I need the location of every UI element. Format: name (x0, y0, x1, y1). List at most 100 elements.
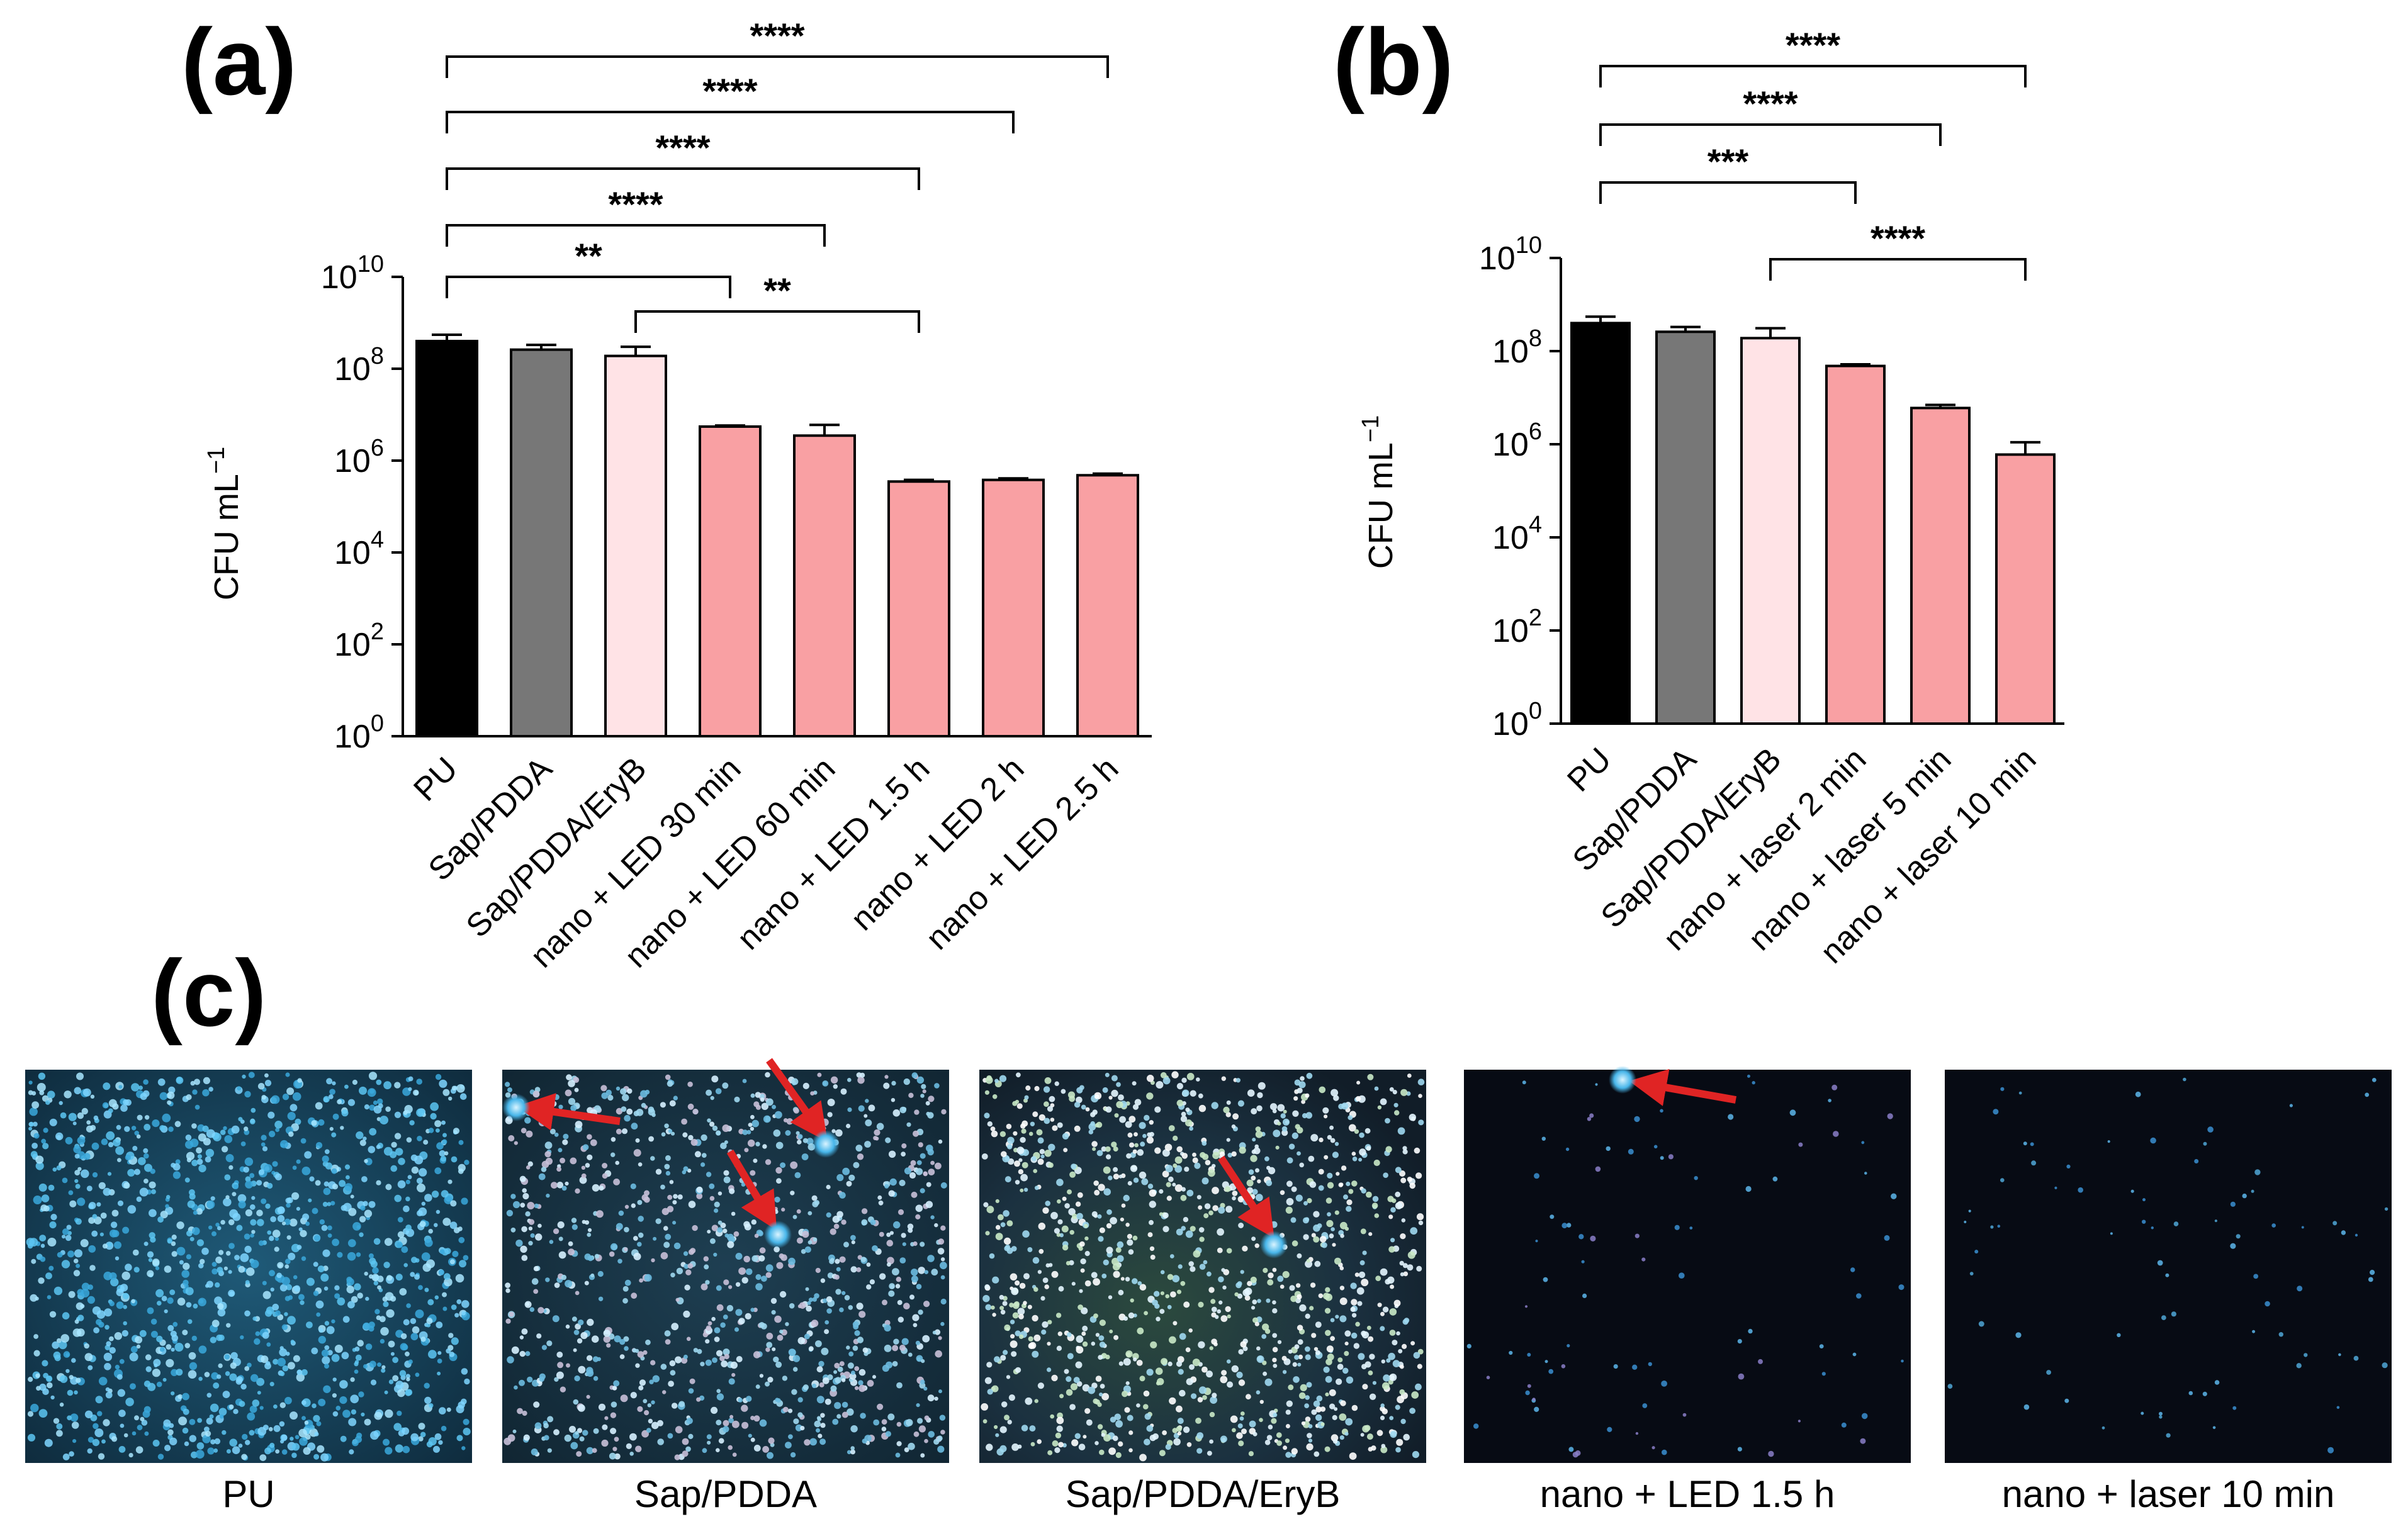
micrograph-sap-pdda-eryb (979, 1070, 1426, 1463)
chart-b-ytick-label: 100 (1492, 698, 1542, 742)
chart-b-significance-bracket: *** (1599, 142, 1857, 204)
chart-b-error-bar (1585, 315, 1616, 323)
caption-pu: PU (222, 1473, 274, 1515)
micrograph-nano-led (1464, 1070, 1911, 1463)
micrograph-nano-laser-background (1945, 1070, 2392, 1463)
chart-a-error-bar (432, 333, 462, 342)
chart-a: 100 102 104 106 108 1010 PUSap/PDDASap/PDDA/E… (203, 16, 1152, 975)
arrows (516, 1058, 1737, 1239)
chart-b-bar (1825, 364, 1886, 725)
chart-b-bar (1910, 406, 1971, 725)
chart-a-significance-label: **** (655, 128, 710, 167)
caption-sap-pdda: Sap/PDDA (634, 1473, 817, 1515)
chart-b-bar (1740, 337, 1801, 725)
chart-b-ytick-label: 102 (1492, 605, 1542, 649)
chart-b-category-label: PU (1560, 741, 1618, 798)
chart-b: 100 102 104 106 108 1010 PUSap/PDDASap/PDDA/E… (1358, 25, 2064, 970)
chart-b-ytick-label: 108 (1492, 325, 1542, 370)
chart-b-error-bar (1670, 325, 1701, 332)
chart-b-bar (1655, 330, 1716, 725)
micrograph-sap-pdda-eryb-cells (981, 1071, 1425, 1462)
chart-a-axes (402, 277, 1152, 737)
chart-a-ylabel: CFU mL−1 (203, 447, 245, 600)
chart-b-error-bar (2010, 440, 2040, 455)
chart-b-ytick-label: 106 (1492, 418, 1542, 463)
chart-a-ticks: 100 102 104 106 108 1010 (321, 251, 403, 755)
chart-a-significance-bracket: **** (446, 128, 920, 190)
chart-a-errors (432, 333, 1123, 482)
chart-a-significance-label: ** (763, 271, 791, 310)
caption-sap-pdda-eryb: Sap/PDDA/EryB (1066, 1473, 1341, 1515)
chart-b-error-bar (1755, 327, 1786, 339)
panel-label-a: (a) (181, 9, 296, 115)
chart-b-significance-label: **** (1786, 25, 1840, 65)
chart-b-significance-label: **** (1743, 84, 1798, 123)
chart-b-error-bar (1840, 363, 1871, 366)
chart-a-error-bar (809, 423, 840, 436)
chart-a-ytick-label: 104 (334, 527, 384, 571)
micrographs (25, 1058, 2392, 1463)
chart-a-significance-bracket: ** (634, 271, 920, 333)
chart-b-ytick-label: 1010 (1479, 232, 1542, 277)
chart-a-ytick-label: 106 (334, 435, 384, 479)
chart-a-category-label: nano + LED 2 h (844, 750, 1032, 938)
chart-b-ylabel: CFU mL−1 (1358, 415, 1400, 569)
chart-a-significance-label: ** (575, 236, 602, 276)
chart-a-significance-bracket: **** (446, 16, 1109, 78)
chart-a-bar (510, 348, 573, 737)
chart-a-significance-label: **** (608, 184, 663, 224)
chart-b-bar (1570, 322, 1631, 725)
chart-a-bar (982, 478, 1045, 737)
chart-b-significance: *************** (1599, 25, 2027, 281)
chart-b-ticks: 100 102 104 106 108 1010 (1479, 232, 1561, 742)
chart-a-error-bar (998, 477, 1028, 480)
chart-a-bar (699, 425, 762, 738)
red-arrow-icon (726, 1149, 777, 1231)
chart-a-ytick-label: 100 (334, 710, 384, 755)
chart-b-significance-bracket: **** (1599, 84, 1942, 146)
chart-b-bars (1570, 322, 2056, 725)
chart-a-bar (1076, 474, 1139, 738)
chart-a-significance-bracket: **** (446, 184, 826, 247)
micrograph-nano-led-cells (1466, 1074, 1904, 1458)
panel-label-c: (c) (151, 940, 266, 1046)
micrograph-pu-cells (26, 1072, 471, 1462)
red-arrow-icon (1629, 1068, 1737, 1106)
chart-b-axes (1560, 258, 2064, 725)
micrograph-nano-laser-cells (1947, 1077, 2388, 1454)
chart-a-significance: ******************** (446, 16, 1109, 333)
chart-a-ytick-label: 108 (334, 343, 384, 388)
chart-b-significance-label: *** (1708, 142, 1749, 181)
chart-a-significance-label: **** (702, 71, 757, 111)
chart-a-error-bar (526, 344, 556, 350)
chart-a-error-bar (1093, 472, 1123, 476)
chart-a-ytick-label: 102 (334, 619, 384, 663)
chart-b-significance-label: **** (1871, 218, 1925, 258)
chart-a-error-bar (715, 424, 745, 427)
chart-b-significance-bracket: **** (1599, 25, 2027, 87)
chart-a-category-label: PU (407, 750, 464, 808)
chart-a-significance-bracket: ** (446, 236, 731, 298)
red-arrow-icon (766, 1058, 828, 1142)
caption-nano-led: nano + LED 1.5 h (1540, 1473, 1835, 1515)
chart-a-error-bar (904, 478, 934, 482)
chart-a-ytick-label: 1010 (321, 251, 384, 296)
chart-a-error-bar (621, 345, 651, 356)
red-arrow-icon (1217, 1155, 1274, 1239)
micrograph-nano-led-background (1464, 1070, 1911, 1463)
micrograph-pu (25, 1070, 472, 1463)
caption-nano-laser: nano + laser 10 min (2002, 1473, 2335, 1515)
chart-a-bar (887, 480, 950, 737)
micrograph-sap-pdda-background (502, 1070, 949, 1463)
chart-a-bar (604, 354, 667, 737)
micrograph-sap-pdda (502, 1070, 949, 1463)
red-arrow-icon (516, 1093, 621, 1131)
chart-b-ytick-label: 104 (1492, 512, 1542, 556)
chart-b-error-bar (1925, 403, 1955, 408)
chart-b-bar (1995, 453, 2056, 725)
chart-a-significance-label: **** (750, 16, 804, 55)
micrograph-nano-laser (1945, 1070, 2392, 1463)
